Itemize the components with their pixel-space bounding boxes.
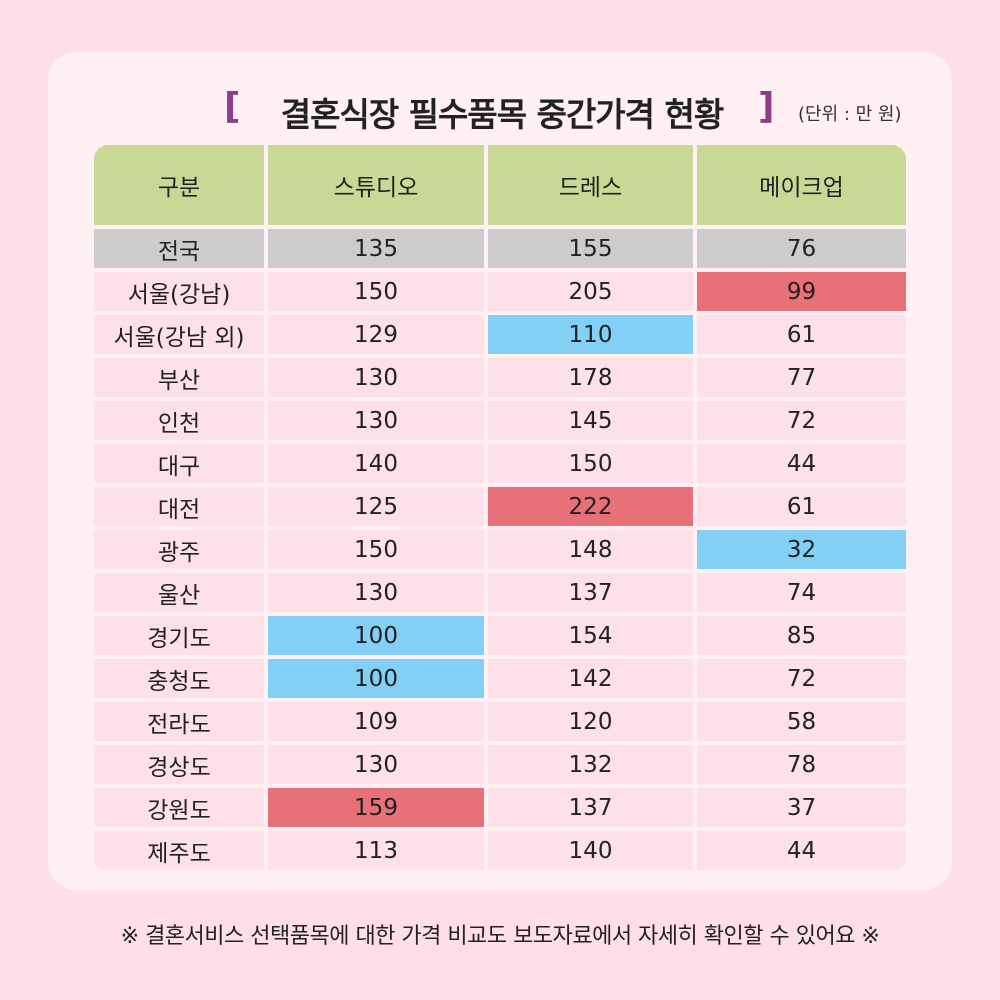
- header-category: 구분: [94, 145, 268, 225]
- region-cell: 충청도: [94, 659, 268, 698]
- dress-cell: 148: [488, 530, 697, 569]
- table-row: 경상도 130 132 78: [94, 745, 906, 784]
- studio-cell: 113: [268, 831, 488, 870]
- title-bracket-left: [: [224, 86, 241, 127]
- makeup-cell: 44: [697, 831, 906, 870]
- region-cell: 부산: [94, 358, 268, 397]
- region-cell: 경상도: [94, 745, 268, 784]
- dress-cell: 150: [488, 444, 697, 483]
- table-row: 경기도 100 154 85: [94, 616, 906, 655]
- studio-cell: 129: [268, 315, 488, 354]
- dress-cell: 132: [488, 745, 697, 784]
- table-row: 충청도 100 142 72: [94, 659, 906, 698]
- region-cell: 서울(강남): [94, 272, 268, 311]
- table-row: 서울(강남) 150 205 99: [94, 272, 906, 311]
- table-row: 광주 150 148 32: [94, 530, 906, 569]
- makeup-cell: 61: [697, 315, 906, 354]
- header-dress: 드레스: [488, 145, 697, 225]
- makeup-cell: 78: [697, 745, 906, 784]
- dress-cell: 137: [488, 788, 697, 827]
- table-row: 대전 125 222 61: [94, 487, 906, 526]
- makeup-cell: 61: [697, 487, 906, 526]
- makeup-cell: 72: [697, 401, 906, 440]
- region-cell: 전국: [94, 229, 268, 268]
- region-cell: 대전: [94, 487, 268, 526]
- footnote: ※ 결혼서비스 선택품목에 대한 가격 비교도 보도자료에서 자세히 확인할 수…: [120, 924, 880, 949]
- makeup-cell: 85: [697, 616, 906, 655]
- studio-cell: 109: [268, 702, 488, 741]
- dress-cell: 120: [488, 702, 697, 741]
- dress-cell: 137: [488, 573, 697, 612]
- studio-cell-lowest: 100: [268, 659, 488, 698]
- header-studio: 스튜디오: [268, 145, 488, 225]
- studio-cell: 130: [268, 745, 488, 784]
- table-row: 인천 130 145 72: [94, 401, 906, 440]
- dress-cell: 140: [488, 831, 697, 870]
- makeup-cell: 44: [697, 444, 906, 483]
- studio-cell: 130: [268, 401, 488, 440]
- makeup-cell-lowest: 32: [697, 530, 906, 569]
- makeup-cell: 72: [697, 659, 906, 698]
- region-cell: 울산: [94, 573, 268, 612]
- dress-cell: 155: [488, 229, 697, 268]
- dress-cell: 205: [488, 272, 697, 311]
- header-makeup: 메이크업: [697, 145, 906, 225]
- table-row: 제주도 113 140 44: [94, 831, 906, 870]
- region-cell: 인천: [94, 401, 268, 440]
- region-cell: 광주: [94, 530, 268, 569]
- table-row: 부산 130 178 77: [94, 358, 906, 397]
- region-cell: 전라도: [94, 702, 268, 741]
- region-cell: 서울(강남 외): [94, 315, 268, 354]
- dress-cell-lowest: 110: [488, 315, 697, 354]
- makeup-cell: 77: [697, 358, 906, 397]
- header-row: 구분 스튜디오 드레스 메이크업: [94, 145, 906, 225]
- region-cell: 제주도: [94, 831, 268, 870]
- region-cell: 강원도: [94, 788, 268, 827]
- makeup-cell-highest: 99: [697, 272, 906, 311]
- title-row: [ 결혼식장 필수품목 중간가격 현황 ] (단위 : 만 원): [0, 78, 1000, 138]
- table-row: 전라도 109 120 58: [94, 702, 906, 741]
- makeup-cell: 58: [697, 702, 906, 741]
- region-cell: 경기도: [94, 616, 268, 655]
- table-row: 대구 140 150 44: [94, 444, 906, 483]
- studio-cell-lowest: 100: [268, 616, 488, 655]
- dress-cell-highest: 222: [488, 487, 697, 526]
- price-table: 구분 스튜디오 드레스 메이크업 전국 135 155 76 서울(강남) 15…: [94, 141, 906, 874]
- table-row: 울산 130 137 74: [94, 573, 906, 612]
- makeup-cell: 74: [697, 573, 906, 612]
- makeup-cell: 76: [697, 229, 906, 268]
- region-cell: 대구: [94, 444, 268, 483]
- table-row-national: 전국 135 155 76: [94, 229, 906, 268]
- makeup-cell: 37: [697, 788, 906, 827]
- studio-cell: 140: [268, 444, 488, 483]
- studio-cell: 150: [268, 272, 488, 311]
- studio-cell: 125: [268, 487, 488, 526]
- dress-cell: 178: [488, 358, 697, 397]
- dress-cell: 142: [488, 659, 697, 698]
- title-bracket-right: ]: [758, 86, 775, 127]
- studio-cell: 150: [268, 530, 488, 569]
- studio-cell: 130: [268, 358, 488, 397]
- table-row: 서울(강남 외) 129 110 61: [94, 315, 906, 354]
- studio-cell: 130: [268, 573, 488, 612]
- page-title: 결혼식장 필수품목 중간가격 현황: [280, 95, 725, 134]
- dress-cell: 145: [488, 401, 697, 440]
- studio-cell-highest: 159: [268, 788, 488, 827]
- table-row: 강원도 159 137 37: [94, 788, 906, 827]
- studio-cell: 135: [268, 229, 488, 268]
- dress-cell: 154: [488, 616, 697, 655]
- unit-label: (단위 : 만 원): [798, 104, 902, 125]
